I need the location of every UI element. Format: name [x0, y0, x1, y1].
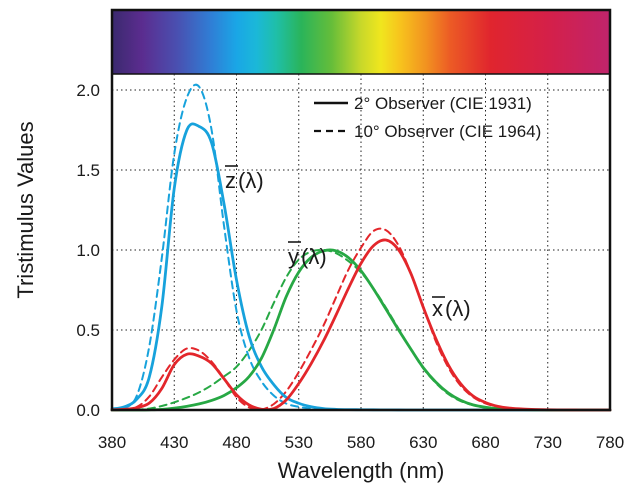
x-tick-label: 380 — [98, 433, 126, 452]
x-axis-title: Wavelength (nm) — [278, 458, 445, 483]
curve-label-x: x (λ) — [432, 296, 471, 321]
legend-label-2deg: 2° Observer (CIE 1931) — [354, 94, 532, 113]
y-tick-label: 1.5 — [76, 161, 100, 180]
x-bar-2deg-curve — [110, 238, 612, 412]
curve-label-z: z (λ) — [225, 165, 264, 193]
x-tick-label: 780 — [596, 433, 624, 452]
x-tick-label: 730 — [534, 433, 562, 452]
y-tick-label: 0.0 — [76, 401, 100, 420]
x-tick-label: 530 — [285, 433, 313, 452]
curve-label-x-suffix: (λ) — [445, 296, 471, 321]
x-bar-10deg-curve — [111, 227, 611, 411]
curve-label-y-base: y — [288, 244, 299, 269]
curve-label-z-suffix: (λ) — [238, 168, 264, 193]
x-tick-label: 580 — [347, 433, 375, 452]
x-tick-label: 630 — [409, 433, 437, 452]
legend: 2° Observer (CIE 1931) 10° Observer (CIE… — [314, 94, 541, 141]
x-tick-label: 480 — [222, 433, 250, 452]
x-tick-label: 680 — [471, 433, 499, 452]
x-tick-label: 430 — [160, 433, 188, 452]
plot-frame — [110, 8, 612, 412]
curve-label-y: y (λ) — [288, 241, 327, 269]
y-tick-labels: 0.0 0.5 1.0 1.5 2.0 — [76, 81, 100, 420]
legend-label-10deg: 10° Observer (CIE 1964) — [354, 122, 541, 141]
gridlines — [112, 74, 610, 410]
x-tick-labels: 380 430 480 530 580 630 680 730 780 — [98, 433, 624, 452]
y-tick-label: 0.5 — [76, 321, 100, 340]
spectrum-band — [112, 10, 610, 74]
curve-label-x-base: x — [432, 296, 443, 321]
curve-label-z-base: z — [225, 168, 236, 193]
y-axis-title: Tristimulus Values — [13, 121, 38, 298]
curve-label-y-suffix: (λ) — [301, 244, 327, 269]
y-tick-label: 2.0 — [76, 81, 100, 100]
y-tick-label: 1.0 — [76, 241, 100, 260]
